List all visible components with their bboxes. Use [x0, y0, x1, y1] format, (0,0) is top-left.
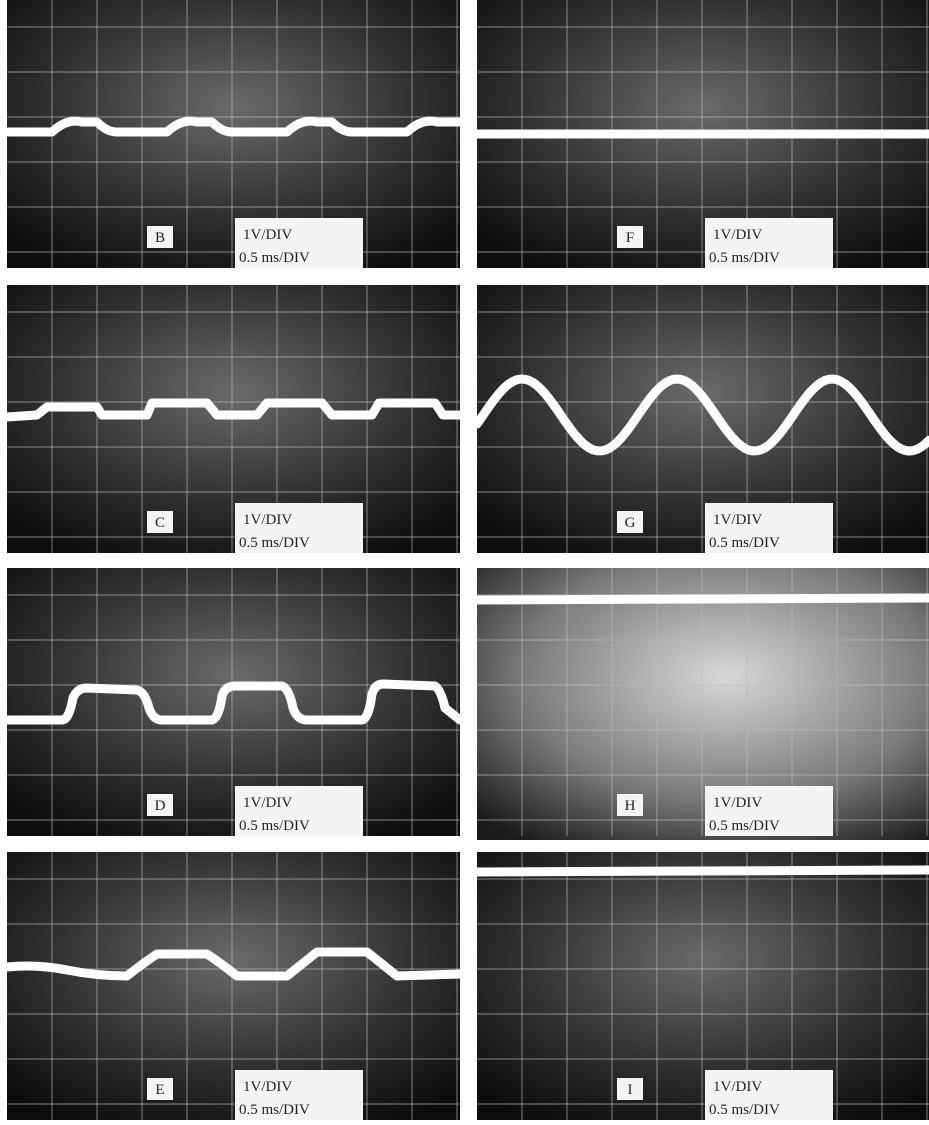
- time-per-div: 0.5 ms/DIV: [239, 535, 310, 551]
- panel-label: I: [628, 1082, 633, 1098]
- panel-label: D: [155, 798, 166, 814]
- time-per-div: 0.5 ms/DIV: [709, 818, 780, 834]
- volts-per-div: 1V/DIV: [713, 795, 762, 811]
- panel-label: E: [155, 1082, 164, 1098]
- volts-per-div: 1V/DIV: [713, 1079, 762, 1095]
- scope-panel: I 1V/DIV 0.5 ms/DIV: [477, 852, 929, 1120]
- time-per-div: 0.5 ms/DIV: [239, 818, 310, 834]
- panel-label: C: [155, 515, 165, 531]
- scope-panel: D 1V/DIV 0.5 ms/DIV: [7, 568, 460, 836]
- panel-label: F: [626, 230, 634, 246]
- scope-panel: F 1V/DIV 0.5 ms/DIV: [477, 0, 929, 268]
- volts-per-div: 1V/DIV: [243, 795, 292, 811]
- time-per-div: 0.5 ms/DIV: [709, 250, 780, 266]
- panels: B 1V/DIV 0.5 ms/DIV C 1V/DIV 0.5 ms/DIV D 1V/DI…: [7, 0, 929, 1120]
- panel-label: H: [625, 798, 636, 814]
- screen: [477, 852, 929, 1120]
- scope-panel: H 1V/DIV 0.5 ms/DIV: [477, 568, 929, 840]
- trace: [477, 870, 929, 872]
- trace: [477, 598, 929, 600]
- time-per-div: 0.5 ms/DIV: [709, 1102, 780, 1118]
- screen: [7, 852, 460, 1120]
- figure: B 1V/DIV 0.5 ms/DIV C 1V/DIV 0.5 ms/DIV D 1V/DI…: [0, 0, 929, 1125]
- volts-per-div: 1V/DIV: [713, 512, 762, 528]
- volts-per-div: 1V/DIV: [243, 512, 292, 528]
- time-per-div: 0.5 ms/DIV: [709, 535, 780, 551]
- scope-panel: B 1V/DIV 0.5 ms/DIV: [7, 0, 460, 268]
- panel-label: G: [625, 515, 636, 531]
- screen: [477, 568, 929, 840]
- scope-panel: E 1V/DIV 0.5 ms/DIV: [7, 852, 460, 1120]
- time-per-div: 0.5 ms/DIV: [239, 250, 310, 266]
- volts-per-div: 1V/DIV: [243, 227, 292, 243]
- screen: [477, 285, 929, 553]
- scope-panel: G 1V/DIV 0.5 ms/DIV: [477, 285, 929, 553]
- volts-per-div: 1V/DIV: [243, 1079, 292, 1095]
- volts-per-div: 1V/DIV: [713, 227, 762, 243]
- time-per-div: 0.5 ms/DIV: [239, 1102, 310, 1118]
- scope-panel: C 1V/DIV 0.5 ms/DIV: [7, 285, 460, 553]
- panel-label: B: [155, 230, 165, 246]
